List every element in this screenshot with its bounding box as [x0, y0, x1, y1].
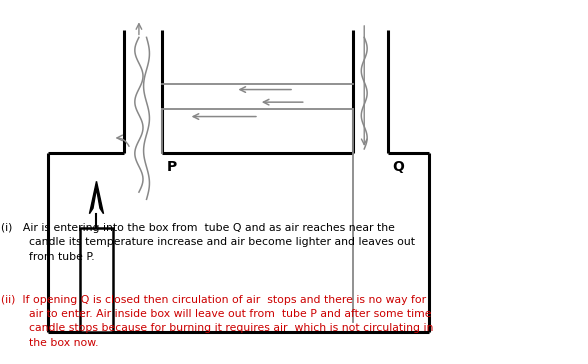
Text: (ii)  If opening Q is closed then circulation of air  stops and there is no way : (ii) If opening Q is closed then circula…	[1, 295, 434, 348]
Text: Q: Q	[392, 160, 404, 174]
Polygon shape	[89, 181, 103, 214]
Bar	[81, 228, 112, 332]
Text: P: P	[167, 160, 177, 174]
Text: (i)   Air is entering into the box from  tube Q and as air reaches near the
    : (i) Air is entering into the box from tu…	[1, 223, 415, 261]
